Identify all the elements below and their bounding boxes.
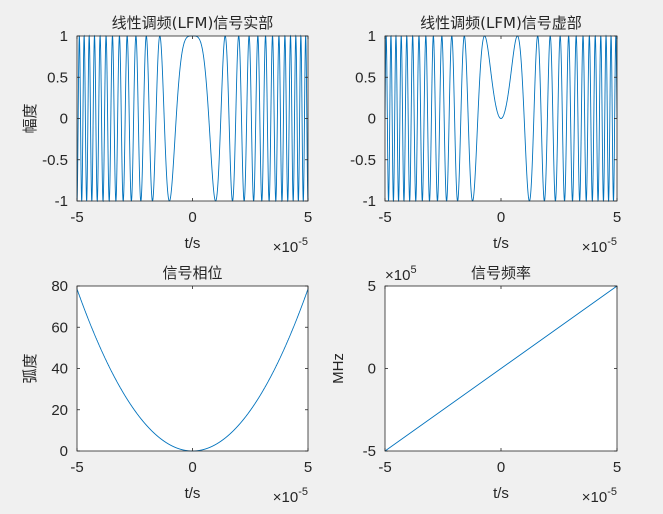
x-exponent-value: -5: [607, 486, 617, 498]
y-tick-label: 0: [368, 361, 376, 378]
x-exponent-label: ×10-5: [273, 486, 308, 506]
y-exponent-label: ×105: [385, 264, 417, 284]
subplot-imag: -5 0 5 -1 -0.5 0 0.5 1 线性调频(LFM)信号虚部 t/s ×10-5: [350, 14, 621, 256]
x-tick-label: 0: [497, 209, 505, 226]
y-tick-label: -1: [363, 193, 376, 210]
x-tick-label: -5: [70, 209, 83, 226]
subplot-freq: -5 0 5 -5 0 5 信号频率 t/s MHz ×10-5 ×105: [330, 264, 621, 506]
series-line: [384, 34, 618, 203]
x-axis-label: t/s: [185, 485, 201, 502]
x-axis-label: t/s: [185, 235, 201, 252]
x-tick-label: 5: [613, 459, 621, 476]
x-tick-label: 0: [497, 459, 505, 476]
y-tick-label: 0.5: [355, 69, 376, 86]
x-exponent-label: ×10-5: [582, 486, 617, 506]
chart-title: 线性调频(LFM)信号虚部: [420, 14, 582, 32]
y-tick-label: 20: [51, 402, 68, 419]
y-tick-label: 60: [51, 319, 68, 336]
y-tick-label: 0: [60, 443, 68, 460]
x-tick-label: 5: [304, 459, 312, 476]
x-exponent-value: -5: [298, 236, 308, 248]
y-tick-label: -0.5: [350, 152, 376, 169]
y-tick-label: 0.5: [47, 69, 68, 86]
x-exponent-label: ×10-5: [582, 236, 617, 256]
y-tick-label: 80: [51, 278, 68, 295]
y-axis-label: 弧度: [21, 353, 39, 383]
y-tick-label: 0: [368, 111, 376, 128]
y-tick-label: 40: [51, 361, 68, 378]
y-exponent-value: 5: [410, 264, 416, 276]
plot-area: [77, 286, 308, 451]
x-tick-label: -5: [70, 459, 83, 476]
x-tick-label: -5: [378, 209, 391, 226]
x-exponent-label: ×10-5: [273, 236, 308, 256]
series-line: [384, 285, 618, 452]
x-tick-label: 0: [188, 209, 196, 226]
plot-area: [77, 36, 308, 201]
x-exponent-value: -5: [298, 486, 308, 498]
y-tick-label: -0.5: [42, 152, 68, 169]
chart-title: 信号频率: [471, 264, 531, 282]
x-tick-label: 5: [304, 209, 312, 226]
y-axis-label: MHz: [330, 353, 347, 384]
y-tick-label: 1: [60, 28, 68, 45]
x-exponent-value: -5: [607, 236, 617, 248]
y-tick-label: 5: [368, 278, 376, 295]
y-axis-label: 幅度: [21, 103, 39, 133]
x-axis-label: t/s: [493, 235, 509, 252]
x-tick-label: 0: [188, 459, 196, 476]
chart-title: 线性调频(LFM)信号实部: [112, 14, 274, 32]
y-tick-label: 1: [368, 28, 376, 45]
y-tick-label: 0: [60, 111, 68, 128]
y-tick-label: -5: [363, 443, 376, 460]
x-tick-label: -5: [378, 459, 391, 476]
y-tick-label: -1: [55, 193, 68, 210]
subplot-real: -5 0 5 -1 -0.5 0 0.5 1 线性调频(LFM)信号实部 t/s 幅度 ×10-5: [21, 14, 312, 256]
x-axis-label: t/s: [493, 485, 509, 502]
chart-title: 信号相位: [162, 264, 222, 282]
x-tick-label: 5: [613, 209, 621, 226]
